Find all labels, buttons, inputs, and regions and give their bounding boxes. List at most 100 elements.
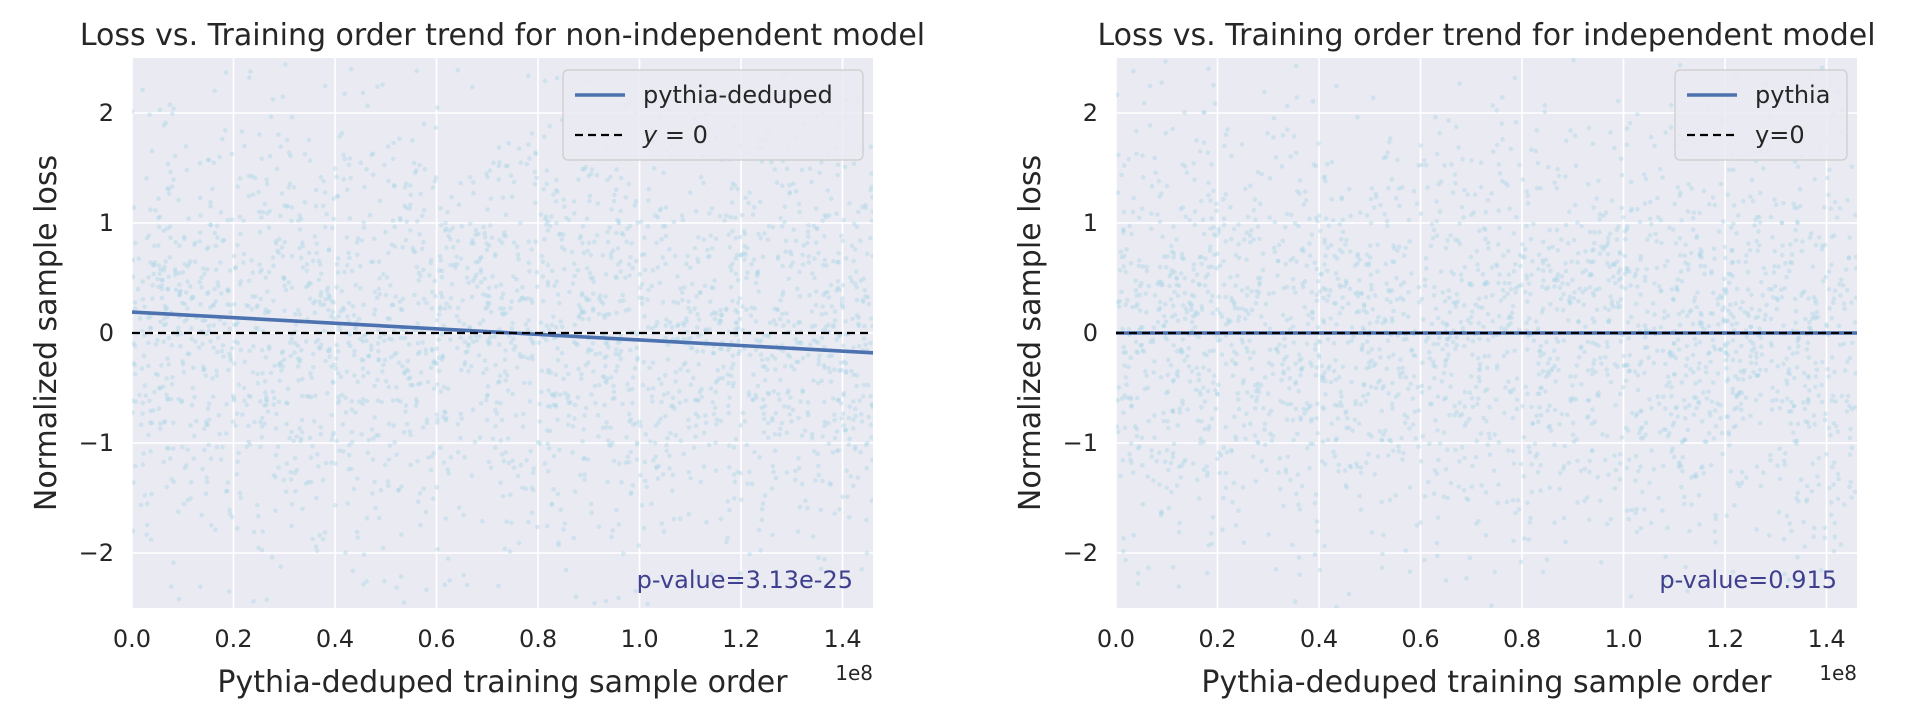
scatter-point — [1178, 475, 1184, 480]
scatter-point — [468, 335, 473, 340]
scatter-point — [1661, 463, 1666, 469]
scatter-point — [289, 114, 295, 120]
scatter-point — [1516, 283, 1521, 289]
scatter-point — [225, 217, 231, 223]
scatter-point — [337, 448, 342, 454]
scatter-point — [1777, 406, 1783, 411]
scatter-point — [1284, 211, 1290, 217]
scatter-point — [1129, 460, 1134, 465]
scatter-point — [610, 528, 615, 533]
scatter-point — [1757, 214, 1762, 220]
scatter-point — [329, 412, 335, 418]
scatter-point — [164, 392, 169, 398]
scatter-point — [1690, 352, 1696, 358]
scatter-point — [711, 285, 716, 291]
scatter-point — [1663, 427, 1668, 433]
scatter-point — [1344, 485, 1349, 490]
scatter-point — [361, 302, 366, 308]
scatter-point — [1698, 310, 1704, 316]
scatter-point — [1622, 228, 1628, 234]
scatter-point — [829, 353, 835, 359]
scatter-point — [395, 487, 401, 493]
scatter-point — [435, 416, 440, 422]
scatter-point — [1435, 341, 1441, 347]
scatter-point — [1628, 283, 1633, 288]
scatter-point — [762, 416, 767, 422]
scatter-point — [1689, 502, 1694, 507]
scatter-point — [1342, 283, 1348, 289]
scatter-point — [1853, 295, 1857, 301]
scatter-point — [1389, 316, 1395, 321]
scatter-point — [1819, 399, 1825, 405]
scatter-point — [553, 404, 559, 409]
scatter-point — [1469, 395, 1475, 401]
scatter-point — [1634, 411, 1640, 417]
scatter-point — [1466, 497, 1471, 503]
scatter-point — [841, 392, 846, 398]
scatter-point — [614, 310, 619, 316]
scatter-point — [1448, 233, 1453, 238]
scatter-point — [1641, 172, 1647, 177]
scatter-point — [627, 223, 633, 229]
scatter-point — [1713, 540, 1718, 545]
scatter-point — [756, 231, 761, 237]
scatter-point — [1642, 274, 1648, 280]
scatter-point — [275, 444, 281, 450]
scatter-point — [1619, 172, 1625, 178]
scatter-point — [412, 249, 418, 255]
scatter-point — [1635, 206, 1640, 212]
scatter-point — [1818, 567, 1824, 573]
scatter-point — [1360, 325, 1366, 331]
scatter-point — [390, 156, 396, 162]
scatter-point — [315, 452, 320, 457]
scatter-point — [199, 512, 204, 518]
scatter-point — [493, 362, 498, 368]
scatter-point — [605, 177, 610, 183]
scatter-point — [1518, 263, 1523, 269]
scatter-point — [1530, 421, 1535, 427]
scatter-point — [625, 454, 631, 460]
scatter-point — [1407, 239, 1412, 244]
scatter-point — [1470, 338, 1476, 344]
scatter-point — [177, 282, 182, 287]
scatter-point — [765, 435, 771, 441]
scatter-point — [1514, 376, 1520, 382]
scatter-point — [1340, 305, 1345, 311]
scatter-point — [1693, 381, 1698, 386]
scatter-point — [548, 214, 554, 219]
scatter-point — [164, 484, 170, 490]
scatter-point — [791, 181, 796, 187]
scatter-point — [1747, 248, 1753, 253]
scatter-point — [325, 348, 331, 353]
scatter-point — [1699, 465, 1704, 471]
scatter-point — [1614, 227, 1620, 233]
scatter-point — [1530, 259, 1535, 264]
scatter-point — [1383, 428, 1388, 434]
scatter-point — [1195, 311, 1201, 316]
scatter-point — [485, 300, 490, 306]
scatter-point — [390, 218, 396, 223]
scatter-point — [1344, 425, 1349, 431]
scatter-point — [1784, 274, 1789, 280]
scatter-point — [1462, 389, 1468, 395]
scatter-point — [455, 68, 461, 73]
scatter-point — [1431, 293, 1437, 298]
scatter-point — [1214, 208, 1219, 214]
scatter-point — [313, 187, 319, 193]
scatter-point — [1543, 374, 1549, 380]
scatter-point — [1140, 153, 1145, 158]
scatter-point — [164, 445, 170, 451]
scatter-point — [171, 177, 176, 182]
scatter-point — [742, 229, 747, 234]
scatter-point — [404, 367, 409, 372]
scatter-point — [1157, 219, 1163, 225]
scatter-point — [1502, 280, 1507, 286]
scatter-point — [1489, 191, 1494, 196]
scatter-point — [1205, 388, 1211, 394]
scatter-point — [1461, 487, 1467, 493]
scatter-point — [330, 432, 336, 438]
scatter-point — [316, 345, 322, 351]
scatter-point — [1611, 274, 1616, 280]
scatter-point — [294, 434, 300, 439]
scatter-point — [278, 360, 284, 365]
